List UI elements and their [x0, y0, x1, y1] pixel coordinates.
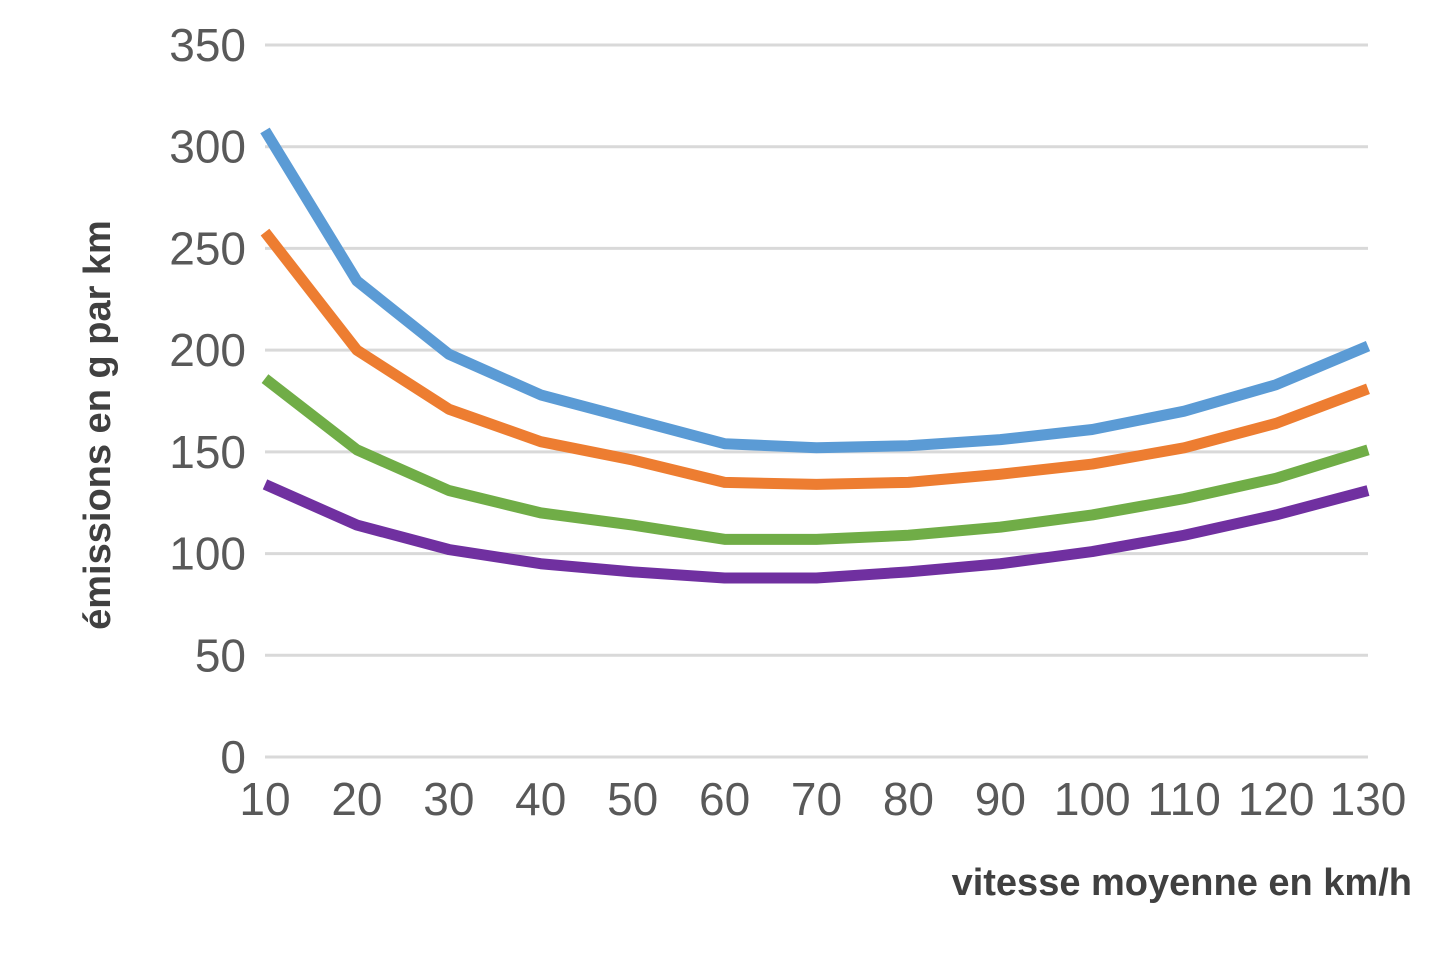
y-axis-ticks: 0 50 100 150 200 250 300 350: [169, 19, 246, 783]
y-tick-label: 300: [169, 121, 246, 173]
x-tick-label: 120: [1238, 773, 1315, 825]
x-tick-label: 70: [791, 773, 842, 825]
x-tick-label: 40: [515, 773, 566, 825]
x-tick-label: 30: [423, 773, 474, 825]
x-tick-label: 60: [699, 773, 750, 825]
x-tick-label: 90: [975, 773, 1026, 825]
x-axis-ticks: 10 20 30 40 50 60 70 80 90 100 110 120 130: [239, 773, 1406, 825]
series-line-1: [260, 127, 1371, 454]
x-axis-title: vitesse moyenne en km/h: [952, 862, 1412, 904]
series-lines: [260, 127, 1371, 584]
x-tick-label: 50: [607, 773, 658, 825]
y-axis-title: émissions en g par km: [77, 220, 119, 630]
y-tick-label: 350: [169, 19, 246, 71]
series-line-2: [260, 228, 1370, 490]
y-tick-label: 50: [195, 629, 246, 681]
x-tick-label: 80: [883, 773, 934, 825]
x-tick-label: 130: [1330, 773, 1407, 825]
y-tick-label: 100: [169, 528, 246, 580]
y-tick-label: 250: [169, 222, 246, 274]
y-tick-label: 0: [220, 731, 246, 783]
x-tick-label: 110: [1147, 773, 1220, 825]
x-tick-label: 10: [239, 773, 290, 825]
series-line-3: [261, 374, 1370, 545]
y-tick-label: 150: [169, 426, 246, 478]
series-line-4: [262, 479, 1370, 584]
y-tick-label: 200: [169, 324, 246, 376]
x-tick-label: 20: [331, 773, 382, 825]
x-tick-label: 100: [1054, 773, 1131, 825]
